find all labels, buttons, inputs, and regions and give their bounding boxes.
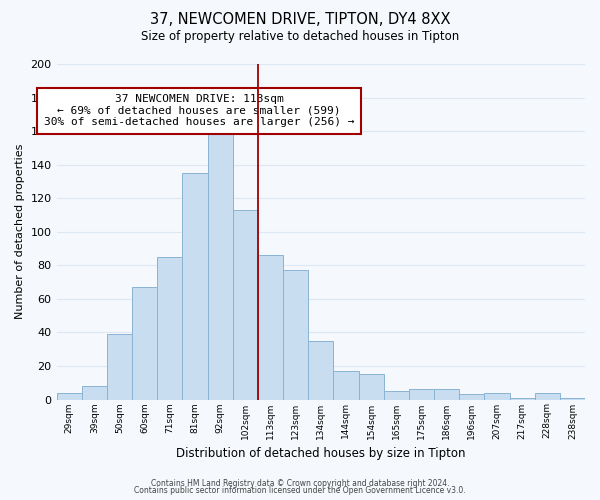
Bar [434,390,459,400]
Bar [258,255,283,400]
Bar [383,391,409,400]
Bar [560,398,585,400]
Text: Contains HM Land Registry data © Crown copyright and database right 2024.: Contains HM Land Registry data © Crown c… [151,478,449,488]
Y-axis label: Number of detached properties: Number of detached properties [15,144,25,320]
Bar [82,386,107,400]
Bar [509,398,535,400]
Bar [359,374,383,400]
Bar [484,393,509,400]
Bar [233,210,258,400]
Text: Contains public sector information licensed under the Open Government Licence v3: Contains public sector information licen… [134,486,466,495]
Bar [459,394,484,400]
Bar [182,173,208,400]
Text: 37 NEWCOMEN DRIVE: 113sqm
← 69% of detached houses are smaller (599)
30% of semi: 37 NEWCOMEN DRIVE: 113sqm ← 69% of detac… [44,94,355,128]
Bar [157,257,182,400]
Text: 37, NEWCOMEN DRIVE, TIPTON, DY4 8XX: 37, NEWCOMEN DRIVE, TIPTON, DY4 8XX [150,12,450,28]
Bar [208,131,233,400]
Bar [56,393,82,400]
X-axis label: Distribution of detached houses by size in Tipton: Distribution of detached houses by size … [176,447,466,460]
Bar [308,341,334,400]
Bar [132,287,157,400]
Bar [283,270,308,400]
Bar [107,334,132,400]
Bar [409,390,434,400]
Bar [334,371,359,400]
Text: Size of property relative to detached houses in Tipton: Size of property relative to detached ho… [141,30,459,43]
Bar [535,393,560,400]
